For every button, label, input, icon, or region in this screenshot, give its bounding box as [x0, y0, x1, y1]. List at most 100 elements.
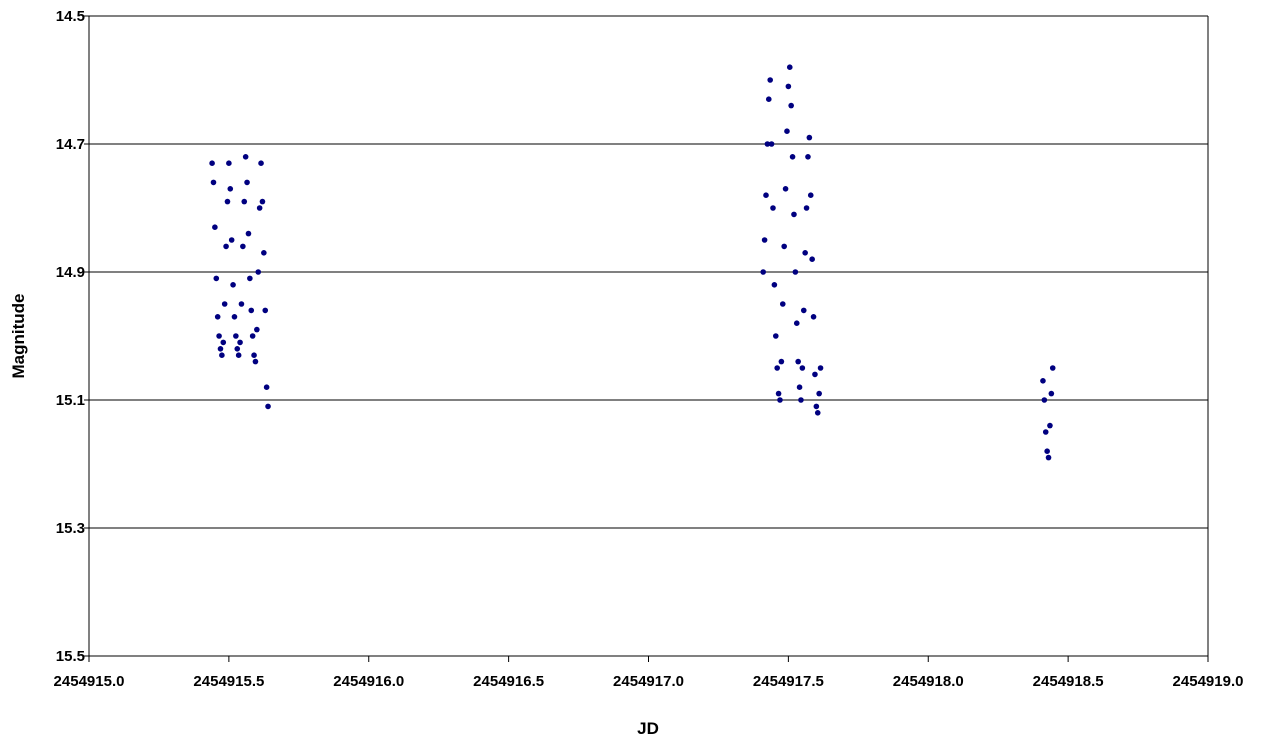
data-point: [760, 269, 766, 275]
data-point: [237, 339, 243, 346]
data-point: [795, 358, 801, 365]
data-point: [241, 198, 248, 205]
data-point: [768, 141, 775, 147]
data-point: [803, 205, 810, 211]
data-point: [210, 179, 217, 186]
data-point: [212, 224, 218, 230]
y-tick-label: 14.5: [56, 8, 85, 25]
data-point: [245, 230, 252, 237]
data-point: [223, 243, 229, 250]
data-point: [247, 275, 253, 282]
data-point: [255, 269, 262, 275]
data-point: [805, 154, 811, 160]
data-point: [763, 192, 769, 198]
data-point: [774, 365, 780, 371]
data-point: [789, 154, 796, 160]
tick-labels: 14.5 14.7 14.9 15.1 15.3 15.5 2454915.0 2454915…: [54, 8, 1244, 690]
data-point: [777, 397, 783, 403]
data-point: [219, 352, 225, 359]
data-point: [262, 307, 269, 314]
data-point: [256, 205, 263, 211]
data-point: [792, 269, 799, 275]
x-tick-label: 2454915.5: [193, 673, 264, 690]
data-point: [216, 333, 222, 339]
data-point: [764, 141, 771, 147]
data-point: [771, 282, 778, 288]
data-point: [251, 352, 257, 359]
x-tick-label: 2454916.5: [473, 673, 544, 690]
data-point: [767, 77, 773, 83]
x-tick-label: 2454917.0: [613, 673, 684, 690]
data-point: [785, 83, 792, 90]
data-point: [816, 390, 822, 397]
data-point: [240, 243, 246, 250]
data-point: [770, 205, 776, 211]
data-point: [213, 275, 220, 282]
y-tick-label: 15.3: [56, 520, 85, 537]
data-point: [800, 307, 807, 314]
x-tick-label: 2454918.5: [1033, 673, 1104, 690]
data-point: [813, 403, 820, 410]
y-tick-label: 15.5: [56, 648, 85, 665]
data-point: [1041, 397, 1048, 403]
data-point: [248, 307, 255, 314]
data-point: [263, 384, 270, 391]
data-point: [812, 371, 818, 378]
data-point: [802, 250, 808, 256]
data-point: [786, 64, 793, 70]
data-point: [227, 186, 234, 192]
data-point: [249, 333, 256, 339]
data-point: [235, 352, 242, 359]
data-point: [817, 365, 824, 371]
data-point: [793, 320, 800, 327]
data-point: [779, 301, 786, 307]
data-point: [221, 301, 228, 307]
data-point: [809, 256, 815, 263]
data-point: [807, 192, 814, 198]
x-tick-label: 2454917.5: [753, 673, 824, 690]
data-point: [791, 211, 797, 218]
data-point: [772, 333, 779, 339]
data-point: [258, 160, 264, 166]
data-point: [1045, 454, 1052, 461]
data-point: [265, 403, 271, 410]
data-point: [1040, 378, 1046, 384]
data-point: [1049, 365, 1056, 371]
data-point: [806, 134, 813, 141]
data-point: [226, 160, 232, 166]
data-point: [230, 282, 236, 288]
data-point: [214, 314, 221, 320]
x-axis-title: JD: [637, 719, 659, 738]
data-point: [788, 102, 794, 109]
data-point: [799, 365, 806, 371]
y-tick-label: 14.7: [56, 136, 85, 153]
data-point: [238, 301, 245, 307]
data-point: [1042, 429, 1049, 435]
data-point: [1044, 448, 1050, 455]
data-point: [261, 250, 267, 256]
data-point: [228, 237, 235, 243]
data-point: [254, 326, 260, 333]
y-tick-label: 14.9: [56, 264, 85, 281]
data-point: [798, 397, 804, 403]
data-point: [796, 384, 803, 391]
data-point: [233, 333, 239, 339]
data-points: [209, 64, 1056, 461]
data-point: [209, 160, 215, 166]
data-point: [259, 198, 266, 205]
data-point: [775, 390, 782, 397]
data-point: [782, 186, 789, 192]
x-tick-label: 2454915.0: [54, 673, 125, 690]
y-tick-label: 15.1: [56, 392, 85, 409]
x-tick-label: 2454919.0: [1173, 673, 1244, 690]
data-point: [1047, 422, 1053, 429]
data-point: [781, 243, 787, 250]
data-point: [252, 358, 259, 365]
data-point: [244, 179, 250, 186]
x-tick-label: 2454916.0: [333, 673, 404, 690]
data-point: [784, 128, 790, 134]
data-point: [234, 346, 241, 352]
data-point: [814, 410, 821, 416]
data-point: [242, 154, 249, 160]
